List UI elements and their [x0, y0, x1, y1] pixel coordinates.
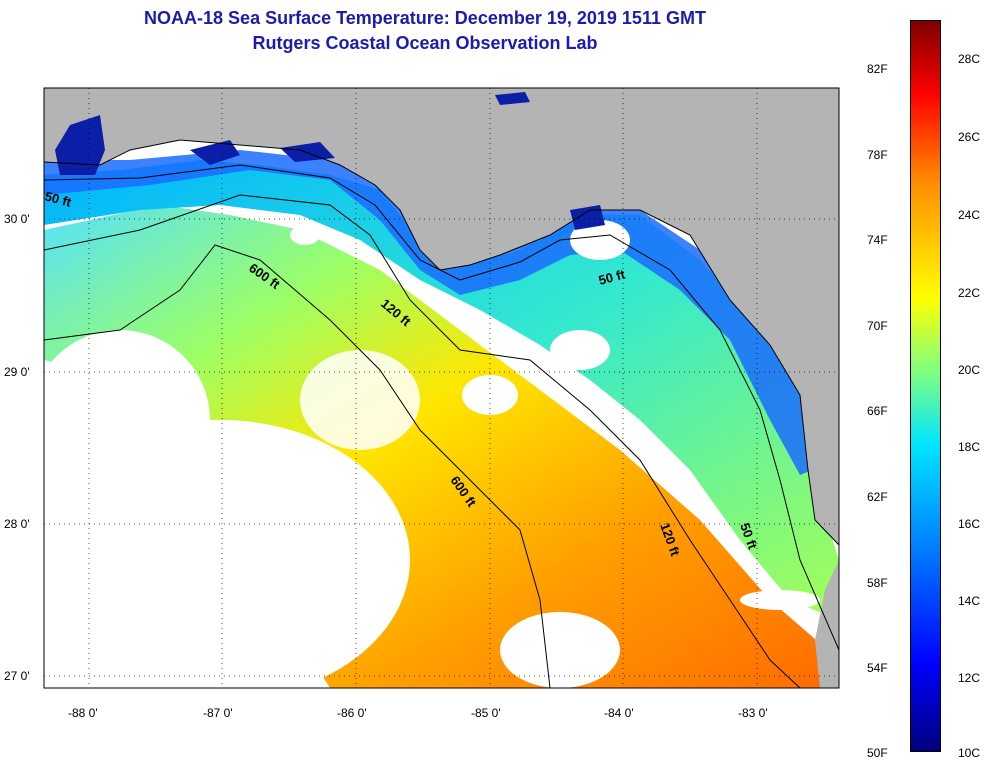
contour-label: 50 ft [43, 188, 73, 210]
shelf-water [44, 160, 839, 620]
colorbar-fahrenheit-label: 74F [867, 233, 888, 247]
sst-map: 50 ft 600 ft 120 ft 50 ft 600 ft 120 ft … [43, 87, 840, 689]
colorbar-fahrenheit-label: 50F [867, 746, 888, 760]
colorbar-celsius-label: 24C [958, 208, 981, 222]
lon-label: -86 0' [337, 706, 367, 720]
contour-label: 50 ft [597, 266, 627, 288]
lat-label: 30 0' [4, 212, 30, 226]
colorbar-fahrenheit-label: 58F [867, 576, 888, 590]
cloud-patch [500, 612, 620, 688]
bay [495, 92, 530, 105]
colorbar-celsius-label: 26C [958, 130, 981, 144]
colorbar-celsius-label: 12C [958, 671, 981, 685]
lon-label: -88 0' [68, 706, 98, 720]
lat-label: 29 0' [4, 365, 30, 379]
graticule [44, 88, 839, 688]
land-mass [815, 560, 839, 688]
colorbar-celsius-label: 14C [958, 594, 981, 608]
lat-label: 28 0' [4, 517, 30, 531]
map-frame [43, 87, 840, 689]
colorbar-fahrenheit-label: 78F [867, 148, 888, 162]
title-line-2: Rutgers Coastal Ocean Observation Lab [252, 33, 598, 53]
temperature-colorbar [910, 20, 941, 752]
colorbar-celsius-label: 18C [958, 440, 981, 454]
colorbar-fahrenheit-label: 66F [867, 404, 888, 418]
colorbar-fahrenheit-label: 54F [867, 661, 888, 675]
bay [190, 140, 240, 165]
lon-label: -87 0' [203, 706, 233, 720]
cloud-patch [570, 220, 630, 260]
colorbar-celsius-label: 16C [958, 517, 981, 531]
offshore-water [44, 205, 839, 688]
cloud-patch [290, 225, 320, 245]
colorbar-celsius-label: 22C [958, 286, 981, 300]
colorbar-fahrenheit-label: 82F [867, 62, 888, 76]
colorbar-celsius-label: 10C [958, 746, 981, 760]
colorbar-fahrenheit-label: 70F [867, 319, 888, 333]
cloud-patch [44, 420, 410, 688]
lon-label: -84 0' [604, 706, 634, 720]
contour-50ft [44, 164, 839, 651]
cloud-patch [300, 350, 420, 450]
colorbar-fahrenheit-label: 62F [867, 490, 888, 504]
lat-label: 27 0' [4, 669, 30, 683]
lon-label: -85 0' [471, 706, 501, 720]
bay [280, 142, 335, 162]
coastline [44, 139, 839, 546]
bay [55, 115, 105, 175]
cloud-patch [462, 375, 518, 415]
colorbar-celsius-label: 28C [958, 52, 981, 66]
land-mass [44, 88, 839, 545]
lon-label: -83 0' [738, 706, 768, 720]
title-line-1: NOAA-18 Sea Surface Temperature: Decembe… [144, 8, 706, 28]
colorbar-celsius-label: 20C [958, 363, 981, 377]
cloud-patch [550, 330, 610, 370]
bay [570, 205, 605, 230]
contour-600ft [44, 244, 551, 688]
contour-120ft [44, 194, 801, 688]
cloud-patch [740, 590, 820, 610]
